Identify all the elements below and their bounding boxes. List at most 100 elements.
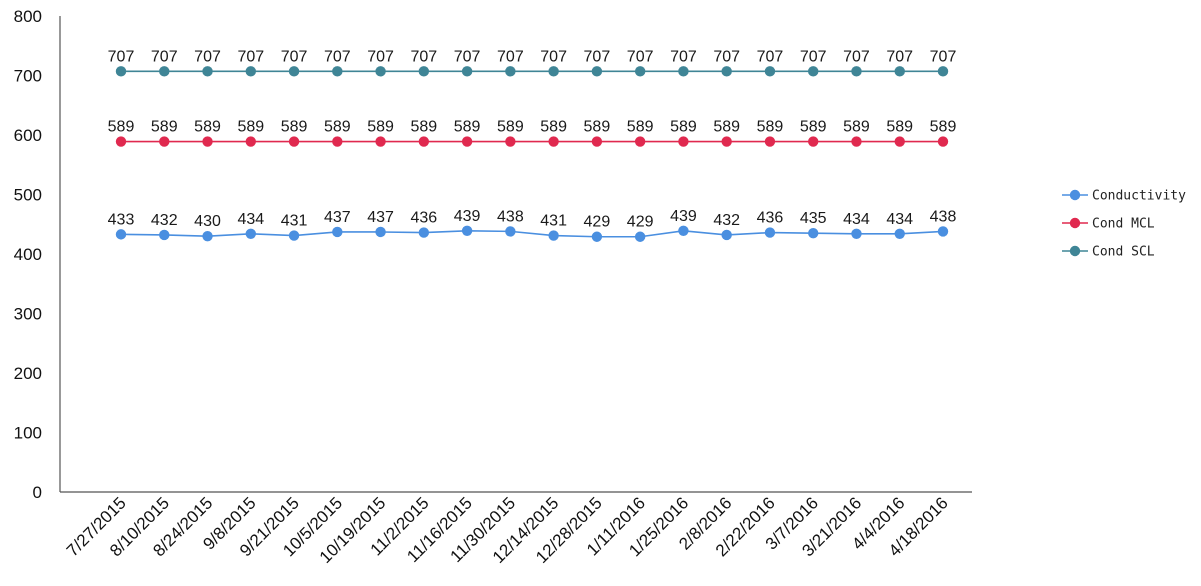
data-label: 707 (237, 48, 264, 65)
data-label: 589 (843, 119, 870, 136)
data-label: 432 (713, 212, 740, 229)
data-label: 589 (151, 119, 178, 136)
y-tick-label: 200 (14, 364, 42, 383)
data-point (115, 66, 127, 77)
data-label: 707 (324, 48, 351, 65)
data-label: 707 (757, 48, 784, 65)
data-label: 589 (886, 119, 913, 136)
data-point (505, 136, 516, 147)
legend-label: Cond SCL (1092, 245, 1155, 260)
data-point (245, 136, 256, 147)
data-label: 707 (627, 48, 654, 65)
y-axis: 0 100 200 300 400 500 600 700 800 (14, 7, 61, 502)
data-point (505, 66, 516, 77)
data-point (202, 136, 213, 147)
y-tick-label: 600 (14, 126, 42, 145)
data-point (461, 225, 473, 236)
data-label: 707 (410, 48, 437, 65)
data-label: 429 (627, 214, 654, 231)
data-label: 437 (324, 209, 351, 226)
data-label: 707 (151, 48, 178, 65)
data-label: 707 (497, 48, 524, 65)
legend-marker (1069, 189, 1081, 201)
data-label: 589 (367, 119, 394, 136)
data-label: 589 (237, 119, 264, 136)
data-point (634, 66, 646, 77)
data-point (937, 136, 949, 147)
data-point (808, 227, 819, 239)
data-label: 434 (886, 211, 913, 228)
data-label: 589 (497, 119, 524, 136)
y-tick-label: 700 (14, 67, 42, 86)
legend-label: Cond MCL (1092, 217, 1155, 232)
data-label: 707 (454, 48, 481, 65)
data-label: 431 (540, 213, 567, 230)
data-label: 707 (843, 48, 870, 65)
data-point (159, 229, 170, 241)
data-label: 436 (757, 210, 784, 227)
data-point (418, 136, 430, 147)
legend-marker (1069, 245, 1081, 257)
data-label: 707 (540, 48, 567, 65)
legend-item: Cond SCL (1062, 245, 1155, 260)
data-point (591, 66, 603, 77)
data-label: 589 (194, 119, 221, 136)
data-point (375, 66, 386, 77)
data-point (548, 136, 559, 147)
y-tick-label: 100 (14, 424, 42, 443)
data-label: 707 (800, 48, 827, 65)
series-area (115, 66, 949, 242)
data-point (461, 136, 473, 147)
data-point (332, 66, 343, 77)
data-label: 438 (497, 208, 524, 225)
data-label: 589 (410, 119, 437, 136)
legend-item: Conductivity (1062, 189, 1186, 204)
data-label: 707 (194, 48, 221, 65)
legend-item: Cond MCL (1062, 217, 1155, 232)
data-label: 589 (713, 119, 740, 136)
data-label: 589 (800, 119, 827, 136)
data-label: 707 (930, 48, 957, 65)
data-labels: 433 432 430 434 431 437 437 436 439 438 431 429 429 4… (108, 48, 957, 230)
data-point (375, 226, 386, 238)
data-label: 589 (670, 119, 697, 136)
legend-marker (1069, 217, 1081, 229)
y-tick-label: 400 (14, 245, 42, 264)
data-point (678, 136, 689, 147)
data-point (548, 230, 559, 241)
data-label: 589 (324, 119, 351, 136)
y-tick-label: 800 (14, 7, 42, 26)
data-point (808, 66, 819, 77)
data-label: 439 (454, 208, 481, 225)
data-point (115, 229, 127, 240)
data-label: 429 (584, 214, 611, 231)
data-point (202, 230, 213, 242)
data-label: 589 (584, 119, 611, 136)
data-point (115, 136, 127, 147)
data-point (808, 136, 819, 147)
data-point (721, 136, 732, 147)
data-point (591, 231, 603, 242)
y-tick-label: 300 (14, 305, 42, 324)
data-label: 431 (281, 213, 308, 230)
series-line (120, 229, 944, 238)
data-label: 435 (800, 210, 827, 227)
data-point (245, 228, 256, 239)
data-point (332, 136, 343, 147)
data-label: 707 (281, 48, 308, 65)
data-point (505, 226, 516, 237)
data-label: 589 (540, 119, 567, 136)
data-label: 439 (670, 208, 697, 225)
data-label: 433 (108, 211, 135, 228)
data-point (634, 231, 646, 242)
data-label: 707 (108, 48, 135, 65)
data-point (678, 66, 689, 77)
data-point (937, 66, 949, 77)
data-label: 707 (367, 48, 394, 65)
data-label: 707 (713, 48, 740, 65)
data-label: 707 (670, 48, 697, 65)
x-axis: 7/27/20158/10/20158/24/20159/8/20159/21/… (60, 491, 972, 567)
data-label: 434 (843, 211, 870, 228)
data-point (851, 136, 862, 147)
data-point (332, 226, 343, 238)
